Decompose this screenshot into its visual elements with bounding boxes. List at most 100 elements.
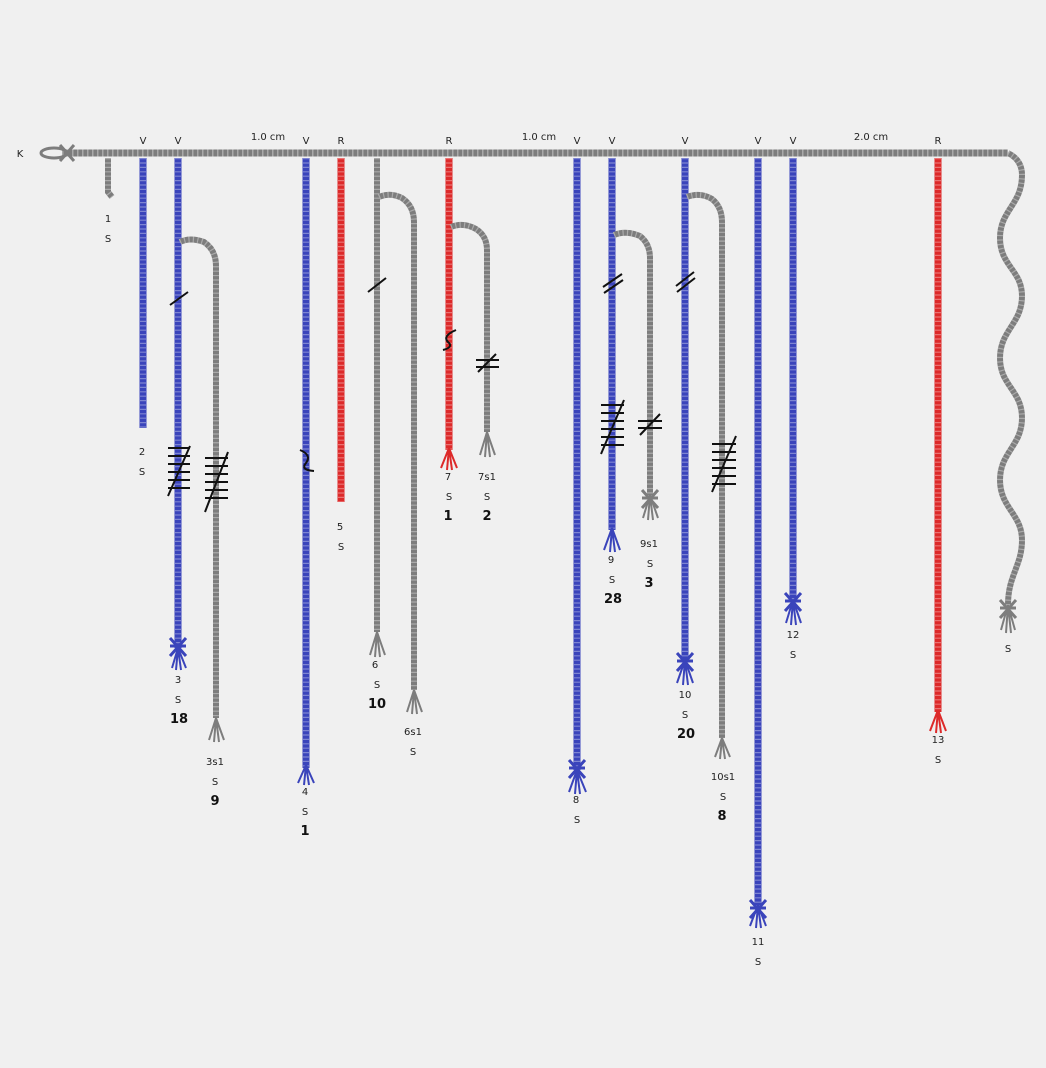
single-knot-mark	[169, 291, 189, 306]
end-knot	[640, 489, 660, 509]
multi-knot-mark	[476, 353, 499, 373]
cord-end-tassel	[171, 647, 187, 671]
end-knot	[675, 652, 695, 672]
cord-value: 3	[644, 576, 653, 591]
cord-end-tassel	[1000, 604, 1016, 634]
cord-twist: S	[574, 815, 580, 826]
cord-twist: S	[302, 807, 308, 818]
cord-twist: S	[790, 650, 796, 661]
color-code: V	[609, 136, 616, 147]
cord-end-tassel	[929, 709, 947, 734]
cord-number: 1	[105, 214, 111, 225]
pendant-cords	[105, 150, 1026, 905]
figure-eight-knot-mark	[299, 449, 315, 472]
cord-end-tassel	[479, 431, 496, 458]
cord-number: 12	[787, 630, 800, 641]
multi-knot-mark	[204, 451, 229, 513]
end-knot	[998, 599, 1018, 619]
color-codes: V V V R R V V V V V R	[140, 136, 942, 147]
cord-twist: S	[484, 492, 490, 503]
cord-value: 8	[717, 809, 726, 824]
cord-value: 9	[210, 794, 219, 809]
cord-value: 28	[604, 592, 622, 607]
cord-number: 3	[175, 675, 181, 686]
cord-end-tassel	[785, 599, 802, 626]
cord-twist: S	[682, 710, 688, 721]
spacing-label: 1.0 cm	[522, 132, 556, 143]
cord-twist: S	[446, 492, 452, 503]
primary-cord-end-knot	[39, 144, 76, 162]
cord-number: 10s1	[711, 772, 735, 783]
cord-end-tassel	[297, 764, 315, 786]
cord-ends	[171, 431, 1016, 929]
cord-end-tassel	[642, 494, 659, 521]
cord-number: 6	[372, 660, 378, 671]
cord-end-tassel	[603, 527, 621, 553]
multi-knot-mark	[167, 445, 191, 497]
color-code: V	[574, 136, 581, 147]
cord-value: 18	[170, 712, 188, 727]
cord-twist: S	[374, 680, 380, 691]
cord-1	[105, 158, 115, 199]
cord-number: 13	[932, 735, 945, 746]
cord-twist: S	[935, 755, 941, 766]
cord-6s1	[377, 191, 417, 690]
cord-value: 10	[368, 697, 386, 712]
primary-cord-label: K	[17, 149, 24, 160]
cord-number: 8	[573, 795, 579, 806]
end-knot	[168, 637, 188, 657]
spacing-label: 2.0 cm	[854, 132, 888, 143]
primary-cord: K 1.0 cm 1.0 cm 2.0 cm	[17, 132, 1008, 162]
cord-twist: S	[720, 792, 726, 803]
end-knot	[567, 759, 587, 779]
color-code: R	[935, 136, 942, 147]
cord-twist: S	[755, 957, 761, 968]
cord-number: 9s1	[640, 539, 658, 550]
cord-number: 10	[679, 690, 692, 701]
multi-knot-mark	[711, 435, 737, 493]
cord-number: 7s1	[478, 472, 496, 483]
cord-end-tassel	[369, 631, 386, 658]
cord-number: 5	[337, 522, 343, 533]
cord-twist: S	[175, 695, 181, 706]
cord-end-tassel	[440, 447, 458, 471]
cord-9s1	[612, 229, 653, 495]
cord-number: 4	[302, 787, 308, 798]
cord-end-wavy	[996, 150, 1026, 606]
knot-marks	[167, 271, 737, 513]
cord-twist: S	[609, 575, 615, 586]
cord-twist: S	[410, 747, 416, 758]
cord-number: 6s1	[404, 727, 422, 738]
color-code: V	[790, 136, 797, 147]
cord-twist: S	[338, 542, 344, 553]
multi-knot-mark	[600, 399, 625, 455]
end-knot	[783, 592, 803, 612]
single-knot-mark	[367, 277, 387, 293]
cord-number: 9	[608, 555, 614, 566]
color-code: V	[755, 136, 762, 147]
cord-twist: S	[1005, 644, 1011, 655]
cord-end-tassel	[208, 717, 225, 743]
color-code: R	[446, 136, 453, 147]
cord-number: 11	[752, 937, 765, 948]
color-code: V	[140, 136, 147, 147]
color-code: R	[338, 136, 345, 147]
cord-twist: S	[105, 234, 111, 245]
end-knots	[168, 489, 1018, 919]
cord-labels: 1 S 2 S 3 S 18 3s1 S 9 4 S 1 5 S 6 S 10 …	[105, 214, 1011, 968]
cord-10s1	[685, 191, 725, 738]
cord-number: 2	[139, 447, 145, 458]
color-code: V	[682, 136, 689, 147]
multi-knot-mark	[602, 273, 624, 294]
color-code: V	[175, 136, 182, 147]
cord-end-tassel	[676, 659, 694, 686]
cord-number: 7	[445, 472, 451, 483]
spacing-label: 1.0 cm	[251, 132, 285, 143]
cord-value: 2	[482, 509, 491, 524]
cord-end-tassel	[714, 737, 731, 760]
cord-twist: S	[647, 559, 653, 570]
cord-3s1	[178, 236, 219, 718]
cord-end-tassel	[406, 689, 423, 715]
multi-knot-mark	[638, 413, 662, 436]
